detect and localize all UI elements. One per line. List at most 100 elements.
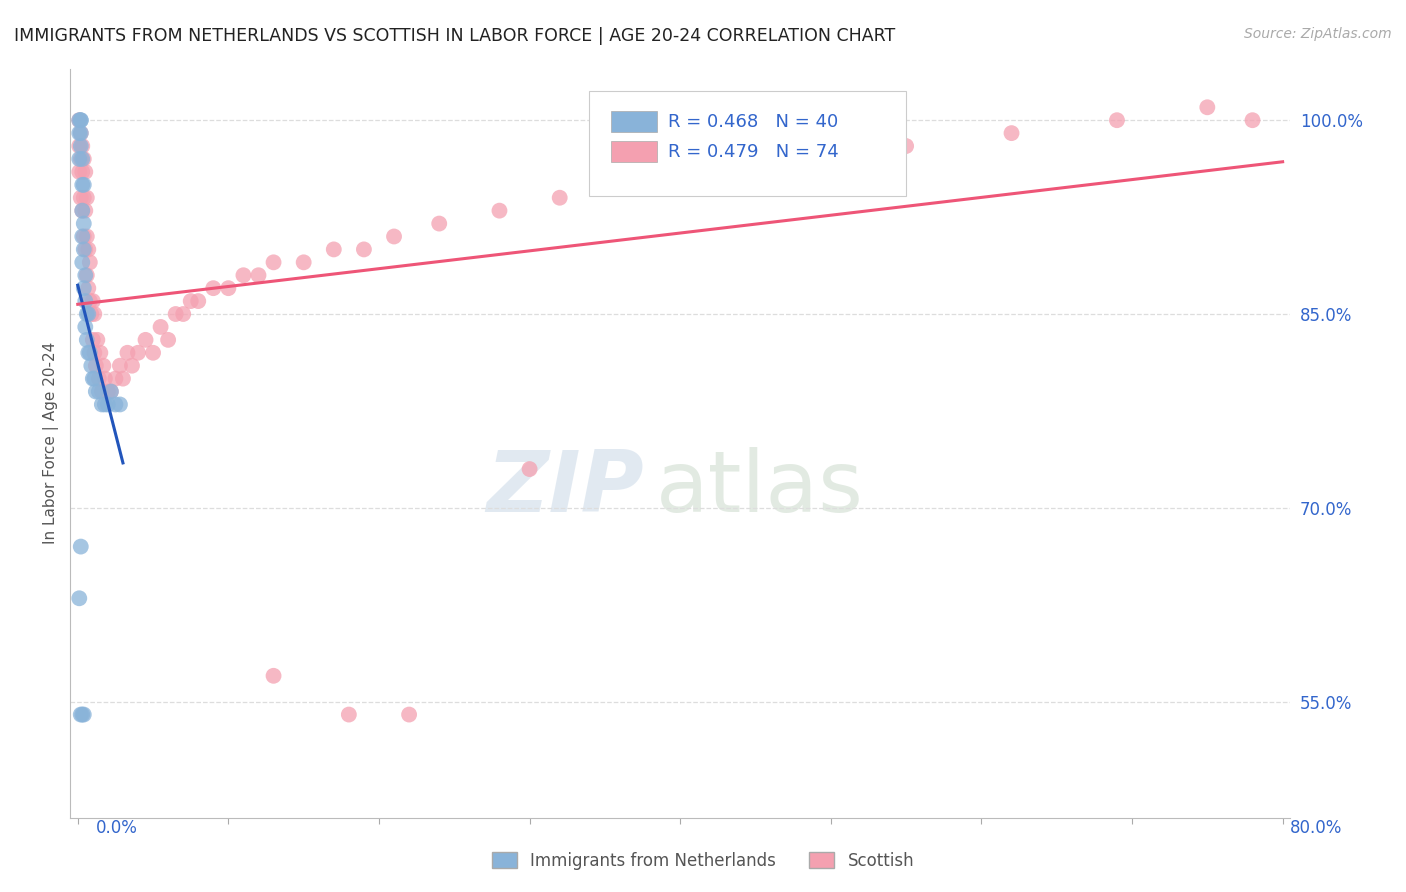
Point [398,707,420,722]
Point [80,359,103,373]
Point [1000,126,1022,140]
Point [97,397,120,411]
Point [382,229,405,244]
Point [77,281,100,295]
Point [73,281,96,295]
Point [108,397,131,411]
Point [67,152,90,166]
Point [72,203,94,218]
Point [75,203,97,218]
Point [75,243,97,257]
Point [73,243,96,257]
Point [69,113,91,128]
Point [72,707,94,722]
Point [117,345,139,359]
Point [67,126,90,140]
Point [100,384,122,399]
Point [322,243,344,257]
Point [67,113,90,128]
Point [79,255,101,269]
Point [789,152,811,166]
Point [1105,113,1128,128]
Point [73,217,96,231]
Point [77,345,100,359]
Point [87,371,110,385]
Point [337,707,360,722]
Point [69,139,91,153]
Point [488,203,510,218]
Text: IMMIGRANTS FROM NETHERLANDS VS SCOTTISH IN LABOR FORCE | AGE 20-24 CORRELATION C: IMMIGRANTS FROM NETHERLANDS VS SCOTTISH … [14,27,896,45]
Point [73,191,96,205]
Point [84,359,107,373]
Point [80,307,103,321]
Point [75,294,97,309]
Point [69,113,91,128]
Point [76,307,98,321]
Point [127,345,149,359]
Point [67,591,90,606]
Point [72,165,94,179]
Point [624,178,647,192]
Point [263,255,285,269]
Point [67,165,90,179]
Point [69,126,91,140]
Point [73,152,96,166]
Point [699,165,721,179]
Point [67,139,90,153]
Point [353,243,375,257]
Point [89,345,111,359]
Point [67,113,90,128]
Point [232,268,254,283]
Point [104,397,127,411]
Text: 80.0%: 80.0% [1291,819,1343,837]
Point [76,191,98,205]
FancyBboxPatch shape [610,112,657,132]
Point [75,320,97,334]
Point [73,707,96,722]
Point [135,333,157,347]
Point [73,178,96,192]
Point [82,371,104,385]
Point [79,345,101,359]
Point [76,333,98,347]
Point [1197,100,1219,114]
Point [76,268,98,283]
Point [83,307,105,321]
Point [1241,113,1264,128]
Point [108,359,131,373]
Point [82,294,104,309]
Point [90,397,112,411]
Point [94,397,117,411]
Point [100,384,122,399]
Point [149,320,172,334]
Text: atlas: atlas [655,447,863,530]
Point [86,333,108,347]
Point [217,281,239,295]
Point [84,384,107,399]
Point [72,152,94,166]
Point [69,152,91,166]
Point [165,307,187,321]
Y-axis label: In Labor Force | Age 20-24: In Labor Force | Age 20-24 [44,343,59,544]
Point [77,307,100,321]
Point [93,359,115,373]
Point [72,139,94,153]
Point [77,243,100,257]
Point [111,371,134,385]
Legend: Immigrants from Netherlands, Scottish: Immigrants from Netherlands, Scottish [485,846,921,877]
Point [72,203,94,218]
Point [83,371,105,385]
Point [72,229,94,244]
Point [894,139,917,153]
Point [427,217,450,231]
Point [72,255,94,269]
Text: Source: ZipAtlas.com: Source: ZipAtlas.com [1244,27,1392,41]
Point [69,540,91,554]
Point [94,371,117,385]
Point [548,191,571,205]
Point [142,345,165,359]
Point [97,384,120,399]
Point [87,384,110,399]
FancyBboxPatch shape [610,141,657,162]
Point [69,126,91,140]
